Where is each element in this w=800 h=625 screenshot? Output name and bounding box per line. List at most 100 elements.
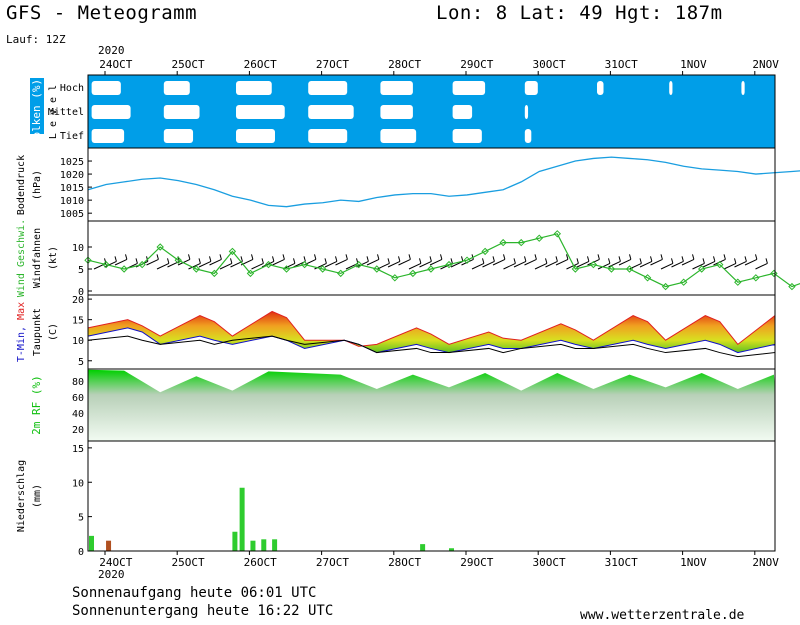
wind-point — [210, 269, 219, 278]
temp-range-area — [88, 311, 775, 353]
wind-point — [192, 265, 201, 273]
wind-barb — [366, 258, 380, 266]
rh-tick-40: 40 — [72, 409, 84, 420]
cloud-gap-Tief-27OCT — [308, 129, 348, 143]
wind-barb — [251, 262, 264, 270]
wind-speed-line — [87, 233, 800, 288]
x-label-bottom-1NOV: 1NOV — [680, 556, 707, 569]
wind-point — [373, 265, 381, 273]
wind-point — [607, 265, 616, 273]
wind-barb-feather — [429, 256, 432, 262]
wind-barb-feather — [114, 256, 117, 262]
wind-barb-feather — [209, 256, 212, 262]
x-label-top-28OCT: 28OCT — [388, 58, 421, 71]
wind-point — [391, 274, 399, 282]
sunrise-text: Sonnenaufgang heute 06:01 UTC — [72, 585, 317, 601]
wind-barb-feather — [398, 256, 401, 262]
wind-barb — [261, 260, 275, 268]
rh-label: 2m RF (%) — [30, 375, 43, 435]
wind-barb-feather — [639, 258, 642, 264]
x-label-bottom-2NOV: 2NOV — [752, 556, 779, 569]
wind-barb — [524, 258, 537, 266]
cloud-gap-Mittel-28OCT — [380, 105, 413, 119]
wind-point — [697, 265, 706, 273]
cloud-gap-Tief-28OCT — [380, 129, 417, 143]
wind-barb — [482, 260, 495, 268]
wind-point — [770, 269, 778, 278]
wind-point — [246, 269, 255, 278]
pressure-tick-1020: 1020 — [60, 170, 84, 181]
wind-point — [318, 265, 327, 273]
wind-barb — [681, 258, 695, 266]
wind-barb — [734, 260, 747, 268]
wind-barb — [104, 260, 117, 268]
wind-barb-feather — [545, 258, 548, 264]
wind-barb-feather — [492, 256, 495, 262]
precip-bar — [89, 535, 94, 551]
wind-barb — [177, 258, 191, 266]
x-label-top-26OCT: 26OCT — [244, 58, 277, 71]
wind-point — [625, 265, 634, 273]
dewpoint-line — [87, 335, 776, 358]
wind-barb-feather — [440, 254, 443, 260]
wind-point — [174, 256, 182, 264]
temp-tick-10: 10 — [72, 336, 84, 347]
wind-barb — [198, 260, 212, 268]
wind-barb — [429, 258, 443, 266]
wind-barb — [639, 260, 653, 268]
wind-barb — [272, 258, 285, 266]
location-info: Lon: 8 Lat: 49 Hgt: 187m — [436, 2, 723, 24]
wind-label-b: Windfahnen — [32, 228, 43, 288]
wind-barb-feather — [324, 258, 327, 264]
wind-barb — [398, 258, 411, 266]
cloud-gap-Hoch-31OCT — [597, 81, 604, 95]
pressure-tick-1010: 1010 — [60, 196, 84, 207]
wind-barb — [660, 262, 674, 270]
wind-barb-feather — [713, 256, 716, 262]
wind-barb — [335, 258, 348, 266]
wind-point — [102, 260, 110, 269]
wind-barb-feather — [240, 256, 243, 262]
cloud-gap-Hoch-24OCT — [91, 81, 121, 95]
cloud-gap-Mittel-27OCT — [308, 105, 354, 119]
wind-barb — [492, 258, 506, 266]
cloud-gap-Tief-30OCT — [524, 129, 532, 143]
cloud-level-Mittel: Mittel — [48, 107, 84, 118]
wind-label-c: (kt) — [48, 246, 59, 270]
wind-barb-feather — [702, 258, 705, 264]
wind-barb — [230, 260, 243, 268]
pressure-tick-1005: 1005 — [60, 209, 84, 220]
wind-barb-feather — [671, 258, 674, 264]
precip-bar — [449, 548, 454, 551]
wind-barb-feather — [125, 254, 128, 260]
wind-barb — [650, 258, 663, 266]
wind-barb-feather — [587, 256, 590, 262]
wind-point — [336, 269, 345, 278]
wind-barb-feather — [303, 256, 306, 262]
wind-barb-feather — [555, 256, 558, 262]
wind-point — [445, 260, 453, 269]
rh-tick-60: 60 — [72, 393, 84, 404]
wind-barb-feather — [387, 258, 390, 264]
wind-barb-feather — [188, 254, 191, 260]
wind-barb-feather — [755, 254, 758, 260]
x-label-top-24OCT: 24OCT — [99, 58, 132, 71]
wind-label-a: Wind Geschwi. — [16, 219, 27, 297]
wind-barb-feather — [723, 254, 726, 260]
wind-barb-feather — [692, 254, 695, 260]
wind-point — [120, 265, 128, 273]
wind-barb — [146, 258, 159, 266]
pressure-tick-1015: 1015 — [60, 183, 84, 194]
wind-barb-feather — [765, 258, 768, 264]
wind-point — [427, 265, 435, 273]
rh-tick-20: 20 — [72, 425, 84, 436]
wind-point — [679, 278, 688, 286]
tmax-label: Max — [16, 302, 27, 320]
wind-point — [517, 238, 525, 247]
cloud-gap-Mittel-30OCT — [524, 105, 529, 119]
wind-point — [156, 243, 164, 251]
wind-barb-feather — [419, 258, 422, 264]
wind-barb-feather — [293, 258, 296, 264]
wind-point — [138, 260, 146, 269]
